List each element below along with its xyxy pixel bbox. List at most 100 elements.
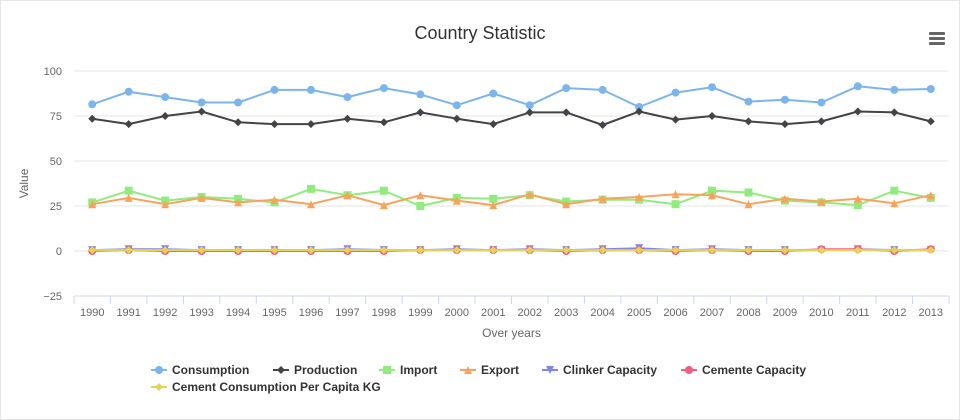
data-point-export [780, 194, 789, 203]
data-point-export [124, 193, 133, 202]
legend-marker [155, 366, 163, 374]
data-point-export [416, 191, 425, 200]
legend-item-production[interactable]: Production [273, 363, 357, 377]
data-point-production [525, 108, 534, 117]
data-point-export [853, 194, 862, 203]
data-point-production [343, 114, 352, 123]
legend-item-cemente-capacity[interactable]: Cemente Capacity [681, 363, 806, 377]
data-point-cement-consumption-per-capita-kg [489, 246, 498, 255]
data-point-cement-consumption-per-capita-kg [708, 246, 717, 255]
x-tick-label: 2005 [627, 307, 651, 319]
data-point-cement-consumption-per-capita-kg [671, 246, 680, 255]
x-tick-label: 2007 [700, 307, 724, 319]
chart-title: Country Statistic [414, 23, 546, 43]
x-tick-label: 2004 [590, 307, 614, 319]
data-point-production [635, 107, 644, 116]
data-point-cement-consumption-per-capita-kg [452, 246, 461, 255]
data-point-production [598, 121, 607, 129]
legend-item-clinker-capacity[interactable]: Clinker Capacity [542, 363, 657, 377]
x-tick-label: 1999 [408, 307, 432, 319]
data-point-consumption [452, 101, 461, 110]
data-point-import [489, 194, 498, 203]
data-point-consumption [853, 82, 862, 91]
data-point-consumption [598, 85, 607, 94]
data-point-production [124, 120, 133, 129]
data-point-cement-consumption-per-capita-kg [562, 246, 571, 255]
data-point-export [161, 200, 170, 209]
data-point-production [452, 114, 461, 123]
data-point-export [234, 198, 243, 207]
data-point-cement-consumption-per-capita-kg [343, 246, 352, 255]
y-tick-label: −25 [43, 291, 62, 303]
data-point-import [853, 201, 862, 210]
data-point-production [234, 118, 243, 127]
hamburger-menu-icon[interactable] [927, 29, 949, 47]
data-point-import [306, 184, 315, 193]
y-axis-title: Value [17, 168, 31, 198]
y-tick-label: 50 [50, 156, 62, 168]
data-point-production [890, 108, 899, 117]
data-point-import [124, 186, 133, 195]
x-tick-label: 2001 [481, 307, 505, 319]
data-point-production [270, 120, 279, 129]
data-point-consumption [270, 85, 279, 94]
x-tick-label: 1991 [116, 307, 140, 319]
data-point-consumption [88, 100, 97, 109]
data-point-consumption [306, 85, 315, 94]
x-tick-label: 1992 [153, 307, 177, 319]
series-line-consumption [91, 85, 931, 108]
x-tick-label: 2008 [736, 307, 760, 319]
legend-item-cement-consumption-per-capita-kg[interactable]: Cement Consumption Per Capita KG [151, 380, 381, 394]
y-tick-label: 0 [56, 246, 62, 258]
legend-label: Import [400, 363, 437, 377]
data-point-consumption [234, 98, 243, 107]
data-point-consumption [562, 84, 571, 93]
x-tick-label: 2000 [445, 307, 469, 319]
x-tick-label: 2011 [846, 307, 870, 319]
data-point-cement-consumption-per-capita-kg [234, 246, 243, 255]
legend-item-import[interactable]: Import [379, 363, 437, 377]
data-point-consumption [197, 98, 206, 107]
data-point-import [890, 186, 899, 195]
data-point-production [562, 108, 571, 117]
data-point-cement-consumption-per-capita-kg [197, 246, 206, 255]
series-line-export [92, 193, 931, 207]
data-point-production [306, 120, 315, 129]
data-point-production [489, 120, 498, 129]
data-point-export [88, 200, 97, 209]
legend-label: Clinker Capacity [563, 363, 657, 377]
data-point-cement-consumption-per-capita-kg [890, 246, 899, 255]
legend-item-consumption[interactable]: Consumption [151, 363, 249, 377]
x-tick-label: 2013 [919, 307, 943, 319]
x-axis-title: Over years [482, 326, 541, 340]
data-point-consumption [489, 89, 498, 98]
x-tick-label: 2012 [882, 307, 906, 319]
x-tick-label: 2002 [517, 307, 541, 319]
data-point-production [88, 114, 97, 123]
legend-item-export[interactable]: Export [460, 363, 519, 377]
data-point-export [671, 190, 680, 199]
data-point-production [416, 108, 425, 117]
x-tick-label: 2003 [554, 307, 578, 319]
x-tick-label: 1990 [80, 307, 104, 319]
legend-label: Production [294, 363, 357, 377]
data-point-consumption [744, 97, 753, 106]
data-point-consumption [817, 98, 826, 107]
legend-label: Consumption [172, 363, 249, 377]
data-point-export [197, 193, 206, 202]
data-point-import [671, 200, 680, 209]
data-point-export [635, 193, 644, 201]
data-point-consumption [671, 88, 680, 97]
data-point-cement-consumption-per-capita-kg [598, 246, 607, 255]
series-line-import [91, 187, 931, 207]
legend-label: Cement Consumption Per Capita KG [172, 380, 381, 394]
legend-marker [685, 366, 693, 374]
x-tick-label: 1994 [226, 307, 250, 319]
x-tick-label: 1995 [262, 307, 286, 319]
data-point-import [416, 202, 425, 210]
legend-marker [464, 366, 472, 374]
data-point-production [671, 115, 680, 124]
data-point-export [379, 201, 388, 210]
